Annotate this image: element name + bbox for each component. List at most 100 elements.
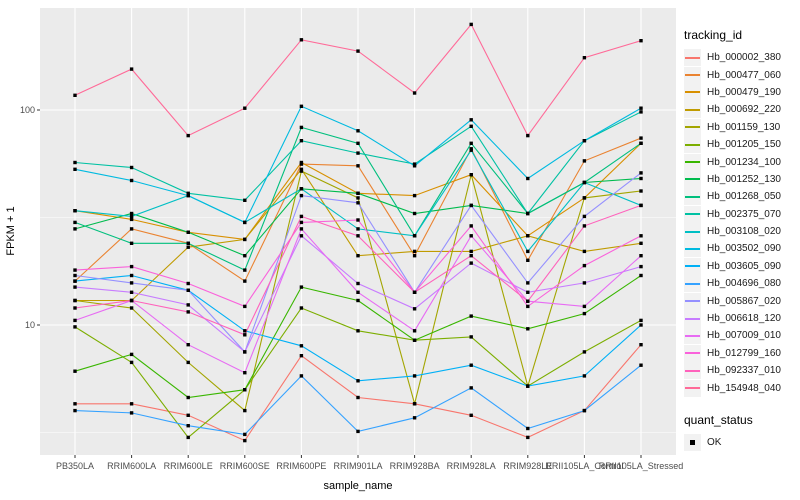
data-point (299, 104, 304, 108)
legend-key-icon (684, 66, 701, 84)
data-point (243, 268, 247, 272)
x-tick-label: RRIM928LA (447, 461, 496, 471)
legend-item-Hb_000692_220: Hb_000692_220 (684, 101, 798, 119)
data-point (469, 173, 473, 177)
data-point (73, 408, 77, 413)
data-point (243, 304, 247, 309)
data-point (299, 38, 304, 42)
legend-item-Hb_001268_050: Hb_001268_050 (684, 188, 798, 206)
legend-item-label: Hb_012799_160 (707, 347, 781, 359)
data-point (243, 106, 247, 110)
data-point (243, 432, 247, 437)
legend-key-icon (684, 153, 701, 171)
legend-item-Hb_005867_020: Hb_005867_020 (684, 292, 798, 310)
legend-key-icon (684, 136, 701, 154)
data-point (243, 279, 247, 283)
legend-key-icon (684, 379, 701, 397)
legend-item-Hb_002375_070: Hb_002375_070 (684, 205, 798, 223)
data-point (582, 281, 587, 285)
data-point (526, 133, 530, 138)
legend-item-label: Hb_003502_090 (707, 243, 781, 255)
data-point (129, 211, 134, 216)
data-point (412, 164, 417, 168)
data-point (526, 304, 530, 309)
data-point (129, 402, 134, 406)
data-point (73, 160, 77, 165)
data-point (639, 141, 643, 145)
data-point (129, 290, 134, 294)
x-tick-label: RRIM928BA (390, 461, 440, 471)
data-point (299, 227, 304, 231)
data-point (356, 49, 360, 53)
data-point (412, 374, 417, 378)
legend-item-label: Hb_001205_150 (707, 139, 781, 151)
data-point (639, 343, 643, 347)
data-point (73, 268, 77, 272)
legend-item-label: Hb_004696_080 (707, 278, 781, 290)
legend-items: Hb_000002_380 Hb_000477_060 Hb_000479_190 H… (684, 49, 798, 397)
data-point (299, 220, 304, 225)
data-point (356, 329, 360, 333)
data-point (129, 227, 134, 231)
data-point (469, 314, 473, 318)
legend-key-icon (684, 223, 701, 241)
data-point (469, 224, 473, 228)
data-point (129, 281, 134, 285)
data-point (356, 218, 360, 222)
quant-status-title: quant_status (684, 412, 753, 427)
data-point (469, 335, 473, 339)
data-point (129, 214, 134, 219)
legend-item-Hb_154948_040: Hb_154948_040 (684, 379, 798, 397)
data-point (129, 217, 134, 222)
data-point (243, 254, 247, 258)
data-point (186, 310, 190, 314)
data-point (299, 374, 304, 378)
data-point (299, 234, 304, 238)
data-point (639, 39, 643, 43)
data-point (299, 285, 304, 289)
y-tick-label: 10 (25, 320, 35, 330)
data-point (129, 306, 134, 310)
x-tick-label: RRII105LA_Control (545, 461, 623, 471)
data-point (526, 299, 530, 303)
legend-item-label: Hb_092337_010 (707, 365, 781, 377)
legend-key-icon (684, 257, 701, 275)
data-point (356, 227, 360, 231)
legend-key-icon (684, 292, 701, 310)
data-point (186, 424, 190, 428)
legend-item-Hb_003502_090: Hb_003502_090 (684, 240, 798, 258)
x-tick-label: RRIM901LA (333, 461, 382, 471)
data-point (129, 264, 134, 269)
data-point (299, 125, 304, 130)
legend-item-label: Hb_154948_040 (707, 382, 781, 394)
data-point (582, 249, 587, 254)
data-point (186, 395, 190, 400)
data-point (73, 318, 77, 323)
legend-key-icon (684, 188, 701, 206)
data-point (582, 56, 587, 60)
data-point (73, 93, 77, 97)
data-point (299, 354, 304, 358)
legend-key-icon (684, 310, 701, 328)
data-point (469, 261, 473, 265)
x-tick-label: RRIM928LE (503, 461, 552, 471)
x-tick-label: RRIM600LE (164, 461, 213, 471)
legend-key-icon (684, 118, 701, 136)
legend-key-icon (684, 362, 701, 380)
data-point (299, 139, 304, 143)
data-point (129, 273, 134, 278)
legend-item-label: Hb_005867_020 (707, 295, 781, 307)
data-point (526, 176, 530, 181)
legend-title: tracking_id (684, 28, 743, 42)
legend-item-label: Hb_001252_130 (707, 173, 781, 185)
data-point (73, 298, 77, 303)
legend-item-Hb_092337_010: Hb_092337_010 (684, 362, 798, 380)
data-point (73, 369, 77, 373)
data-point (243, 329, 247, 333)
quant-status-label: OK (707, 437, 722, 448)
data-point (73, 325, 77, 329)
data-point (356, 281, 360, 286)
data-point (186, 230, 190, 234)
legend-item-Hb_003108_020: Hb_003108_020 (684, 223, 798, 241)
data-point (73, 279, 77, 283)
